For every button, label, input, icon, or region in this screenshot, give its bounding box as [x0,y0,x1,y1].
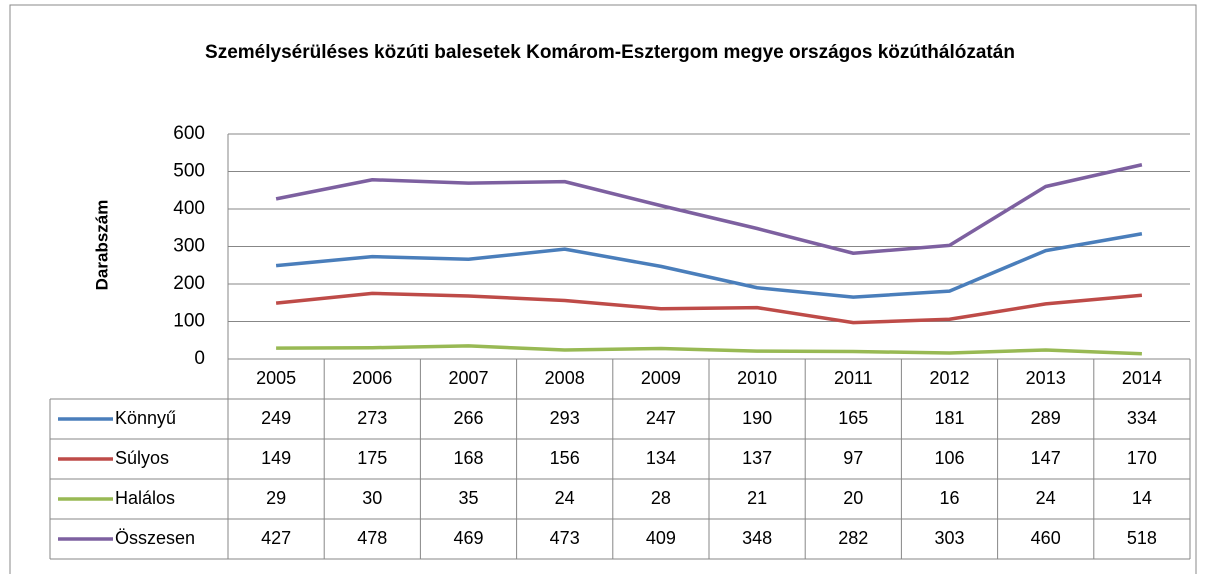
table-value: 273 [357,408,387,428]
table-value: 478 [357,528,387,548]
table-value: 29 [266,488,286,508]
table-value: 30 [362,488,382,508]
legend-label: Súlyos [115,448,169,468]
table-value: 334 [1127,408,1157,428]
y-tick-label: 100 [173,311,205,332]
legend-label: Halálos [115,488,175,508]
x-tick-label: 2008 [545,368,585,388]
chart-border [9,4,1197,574]
table-value: 473 [550,528,580,548]
table-value: 249 [261,408,291,428]
table-value: 134 [646,448,676,468]
y-tick-label: 400 [173,198,205,219]
table-value: 409 [646,528,676,548]
table-value: 289 [1031,408,1061,428]
table-value: 175 [357,448,387,468]
x-tick-label: 2011 [834,368,873,388]
table-value: 348 [742,528,772,548]
y-tick-label: 300 [173,236,205,257]
table-value: 28 [651,488,671,508]
table-value: 247 [646,408,676,428]
line-series [275,163,1143,255]
table-value: 24 [1036,488,1056,508]
table-value: 149 [261,448,291,468]
table-value: 282 [838,528,868,548]
line-series [275,232,1143,299]
table-value: 21 [747,488,767,508]
y-tick-label: 0 [194,348,205,369]
y-tick-label: 200 [173,273,205,294]
x-tick-label: 2013 [1026,368,1066,388]
table-value: 156 [550,448,580,468]
y-axis-label: Darabszám [92,200,111,291]
table-value: 266 [453,408,483,428]
y-tick-label: 500 [173,161,205,182]
table-value: 190 [742,408,772,428]
x-tick-label: 2005 [256,368,296,388]
table-value: 16 [939,488,959,508]
table-value: 106 [934,448,964,468]
line-series [276,344,1142,356]
y-tick-label: 600 [173,123,205,144]
table-value: 460 [1031,528,1061,548]
table-value: 165 [838,408,868,428]
table-value: 24 [555,488,575,508]
table-value: 518 [1127,528,1157,548]
table-value: 97 [843,448,863,468]
table-value: 427 [261,528,291,548]
table-value: 170 [1127,448,1157,468]
x-tick-label: 2012 [929,368,969,388]
x-tick-label: 2010 [737,368,777,388]
table-value: 469 [453,528,483,548]
x-tick-label: 2007 [448,368,488,388]
x-tick-label: 2006 [352,368,392,388]
legend-label: Összesen [115,528,195,548]
table-value: 20 [843,488,863,508]
table-value: 181 [934,408,964,428]
table-value: 303 [934,528,964,548]
chart-title: Személysérüléses közúti balesetek Komáro… [205,42,1015,63]
line-series [275,291,1143,325]
table-value: 147 [1031,448,1061,468]
x-tick-label: 2014 [1122,368,1162,388]
table-value: 168 [453,448,483,468]
x-tick-label: 2009 [641,368,681,388]
table-value: 14 [1132,488,1152,508]
table-value: 293 [550,408,580,428]
table-value: 137 [742,448,772,468]
legend-label: Könnyű [115,408,176,428]
table-value: 35 [458,488,478,508]
